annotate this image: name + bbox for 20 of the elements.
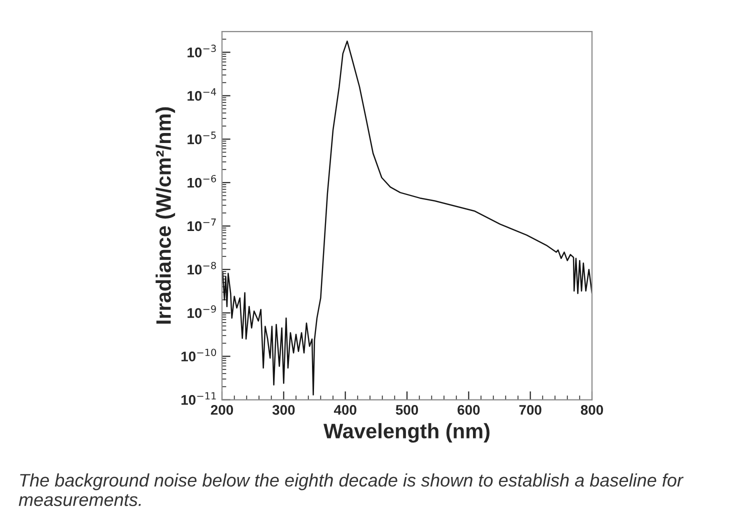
y-tick-label: 10$^{−9}$ [188,305,216,318]
x-tick-label: 700 [519,404,542,415]
y-tick-label: 10$^{−6}$ [188,174,216,188]
line-series [222,40,592,396]
y-tick-label: 10$^{−3}$ [188,44,216,58]
x-tick-label: 500 [396,404,418,415]
text: The background noise below the eighth decade is shown to establish a baseline for measurements. [18,473,684,506]
x-tick-label: 200 [210,404,234,415]
x-tick-label: 800 [580,404,604,415]
y-tick-label: 10$^{−4}$ [188,88,216,101]
y-tick-label: 10$^{−10}$ [181,348,216,362]
y-tick-label: 10$^{−5}$ [188,132,216,144]
x-tick-label: 300 [272,404,295,415]
y-tick-label: 10$^{−11}$ [181,392,216,405]
y-tick-label: 10$^{−7}$ [188,218,216,232]
x-axis-title: Wavelength (nm) [324,423,490,443]
x-tick-label: 400 [334,404,356,415]
y-tick-label: 10$^{−8}$ [188,262,216,275]
x-tick-label: 600 [458,404,480,415]
y-axis-title: Irradiance (W/cm²/nm) [156,107,176,324]
